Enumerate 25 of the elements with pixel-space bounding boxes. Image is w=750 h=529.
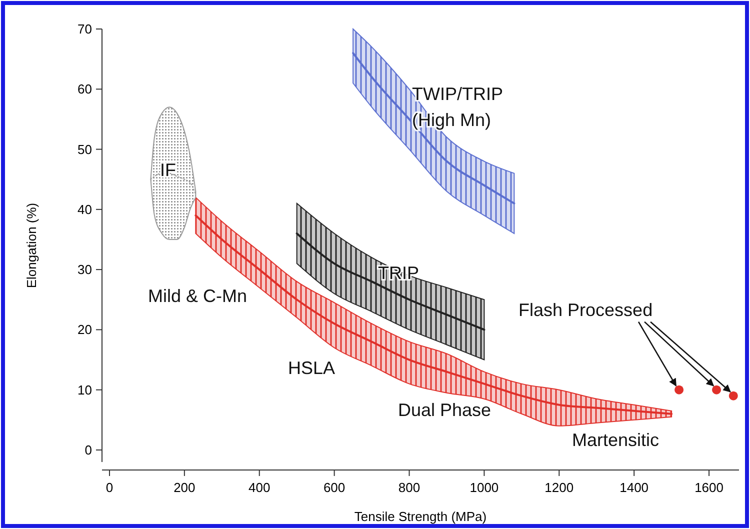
x-tick-label: 800 [398,480,420,495]
y-tick-label: 10 [78,382,92,398]
x-tick-label: 1600 [694,480,724,495]
annotation: Mild & C-Mn [148,286,248,306]
y-axis-title: Elongation (%) [24,202,39,288]
annotation: Flash Processed [518,300,653,320]
x-tick-label: 1000 [470,480,499,495]
x-axis-title: Tensile Strength (MPa) [354,509,487,524]
y-tick-label: 60 [78,82,92,97]
x-tick-label: 0 [106,480,114,495]
y-tick-label: 30 [78,262,92,278]
y-tick-label: 50 [78,142,92,157]
y-tick-label: 20 [78,322,92,338]
annotation: HSLA [288,358,336,378]
annotation: Dual Phase [398,400,492,420]
y-tick-label: 0 [84,442,92,458]
y-tick-label: 70 [78,22,92,37]
annotation: IF [160,160,176,180]
x-tick-label: 1400 [620,480,649,495]
x-tick-label: 1200 [544,480,574,495]
x-tick-label: 200 [174,480,196,495]
annotation: Martensitic [572,430,660,450]
y-tick-label: 40 [78,202,92,217]
x-tick-label: 600 [323,480,346,495]
x-tick-label: 400 [248,480,270,495]
